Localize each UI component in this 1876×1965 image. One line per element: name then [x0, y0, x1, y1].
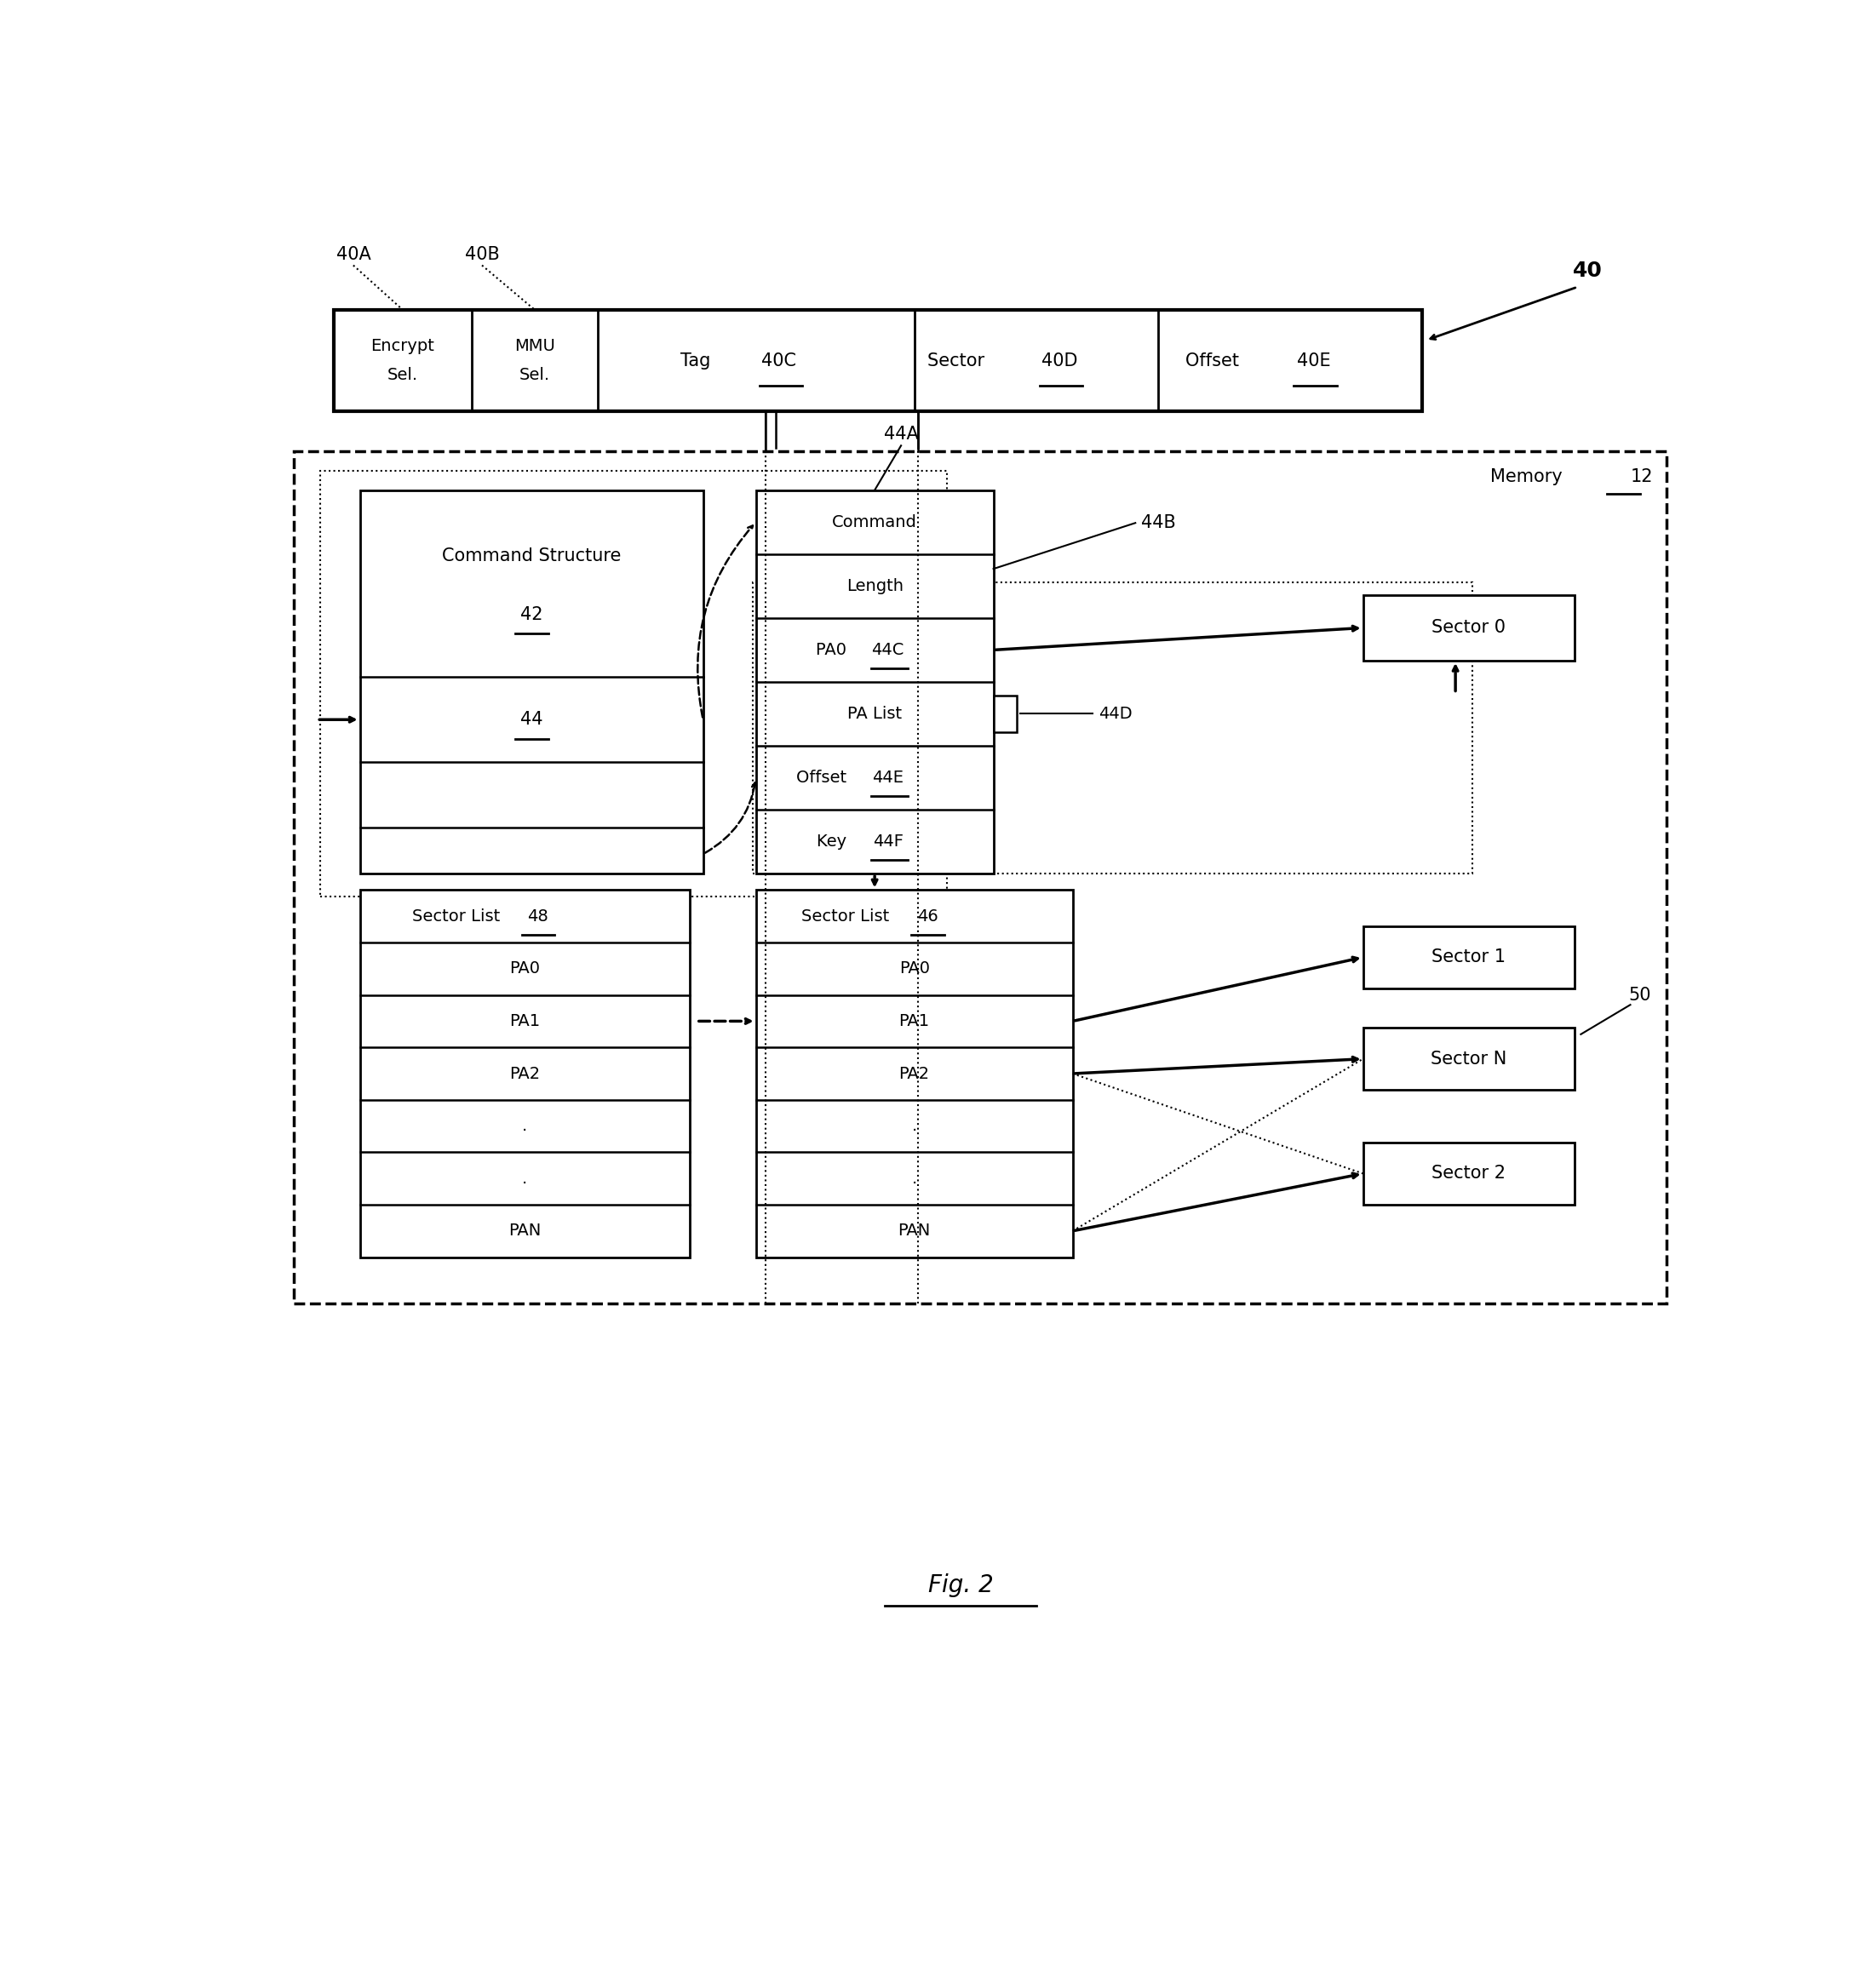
Text: Sector N: Sector N [1431, 1051, 1506, 1067]
Text: Sel.: Sel. [520, 367, 550, 383]
Bar [994, 696, 1017, 731]
Bar [756, 489, 994, 874]
Bar [321, 470, 947, 896]
Text: Tag: Tag [681, 352, 717, 369]
Text: PAN: PAN [899, 1222, 930, 1240]
Text: 40E: 40E [1296, 352, 1330, 369]
Bar [756, 890, 1073, 1258]
Bar [360, 890, 690, 1258]
Text: 40A: 40A [336, 246, 371, 263]
Bar [752, 582, 1473, 874]
Text: 44B: 44B [1141, 515, 1176, 531]
Text: Sector List: Sector List [801, 908, 895, 924]
Text: Offset: Offset [1186, 352, 1244, 369]
Text: PAN: PAN [508, 1222, 540, 1240]
Text: 42: 42 [520, 607, 542, 623]
Text: PA2: PA2 [510, 1065, 540, 1081]
Text: Sector 1: Sector 1 [1431, 949, 1506, 965]
Text: .: . [912, 1171, 917, 1187]
Bar [334, 310, 1422, 411]
Text: 50: 50 [1628, 986, 1651, 1004]
Text: Command: Command [833, 515, 917, 531]
Text: 40D: 40D [1041, 352, 1077, 369]
Text: PA0: PA0 [510, 961, 540, 977]
Text: PA1: PA1 [510, 1014, 540, 1030]
Text: 44A: 44A [884, 426, 919, 442]
Text: Sector 2: Sector 2 [1431, 1165, 1506, 1183]
Bar [1364, 1028, 1574, 1091]
Text: PA List: PA List [848, 705, 902, 721]
Text: MMU: MMU [514, 338, 555, 354]
Text: 44F: 44F [872, 833, 902, 849]
Text: Sel.: Sel. [388, 367, 418, 383]
Text: Sector 0: Sector 0 [1431, 619, 1506, 637]
Text: 44C: 44C [872, 643, 904, 658]
Text: PA0: PA0 [816, 643, 852, 658]
Text: 40B: 40B [465, 246, 499, 263]
Text: Encrypt: Encrypt [371, 338, 435, 354]
Text: 40: 40 [1572, 259, 1602, 281]
Text: 44: 44 [520, 711, 542, 729]
Bar [1364, 1142, 1574, 1205]
Text: 40C: 40C [762, 352, 797, 369]
Bar [1364, 926, 1574, 988]
Text: Offset: Offset [795, 770, 852, 786]
Text: 46: 46 [917, 908, 938, 924]
Text: Fig. 2: Fig. 2 [929, 1574, 992, 1598]
Text: PA1: PA1 [899, 1014, 930, 1030]
Text: Length: Length [846, 578, 902, 593]
Text: PA2: PA2 [899, 1065, 930, 1081]
Bar [295, 450, 1666, 1303]
Text: Command Structure: Command Structure [443, 546, 621, 564]
Text: .: . [912, 1118, 917, 1134]
Text: Sector List: Sector List [413, 908, 505, 924]
Text: .: . [522, 1118, 527, 1134]
Text: 12: 12 [1630, 468, 1653, 485]
Text: 44D: 44D [1099, 705, 1133, 721]
Text: PA0: PA0 [899, 961, 930, 977]
Bar [360, 489, 704, 874]
Text: Memory: Memory [1490, 468, 1568, 485]
Bar [1364, 595, 1574, 660]
Text: Key: Key [816, 833, 852, 849]
Text: .: . [522, 1171, 527, 1187]
Text: Sector: Sector [927, 352, 991, 369]
Text: 44E: 44E [872, 770, 904, 786]
Text: 48: 48 [527, 908, 548, 924]
